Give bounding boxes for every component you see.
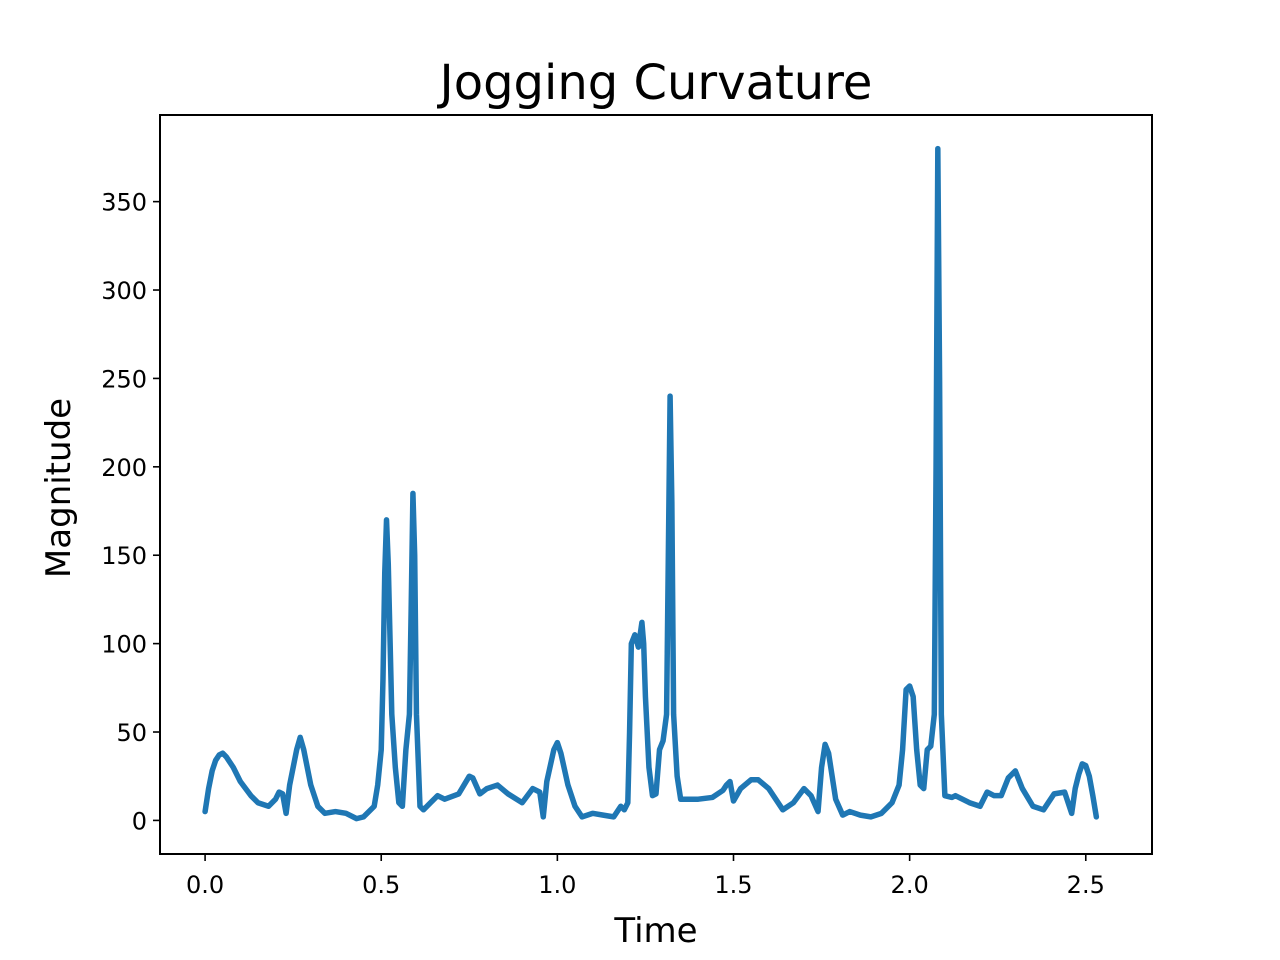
x-tick-label: 1.5 <box>714 871 752 899</box>
x-tick-label: 2.0 <box>891 871 929 899</box>
x-tick-label: 2.5 <box>1067 871 1105 899</box>
x-tick-label: 0.5 <box>362 871 400 899</box>
chart-title: Jogging Curvature <box>437 55 873 111</box>
x-axis-ticks: 0.0 0.5 1.0 1.5 2.0 2.5 <box>186 854 1105 899</box>
x-axis-label: Time <box>613 911 697 951</box>
series-line-curvature <box>202 145 1100 822</box>
y-tick-label: 250 <box>101 365 147 393</box>
plot-frame <box>159 114 1153 855</box>
y-tick-label: 200 <box>101 454 147 482</box>
y-tick-label: 350 <box>101 189 147 217</box>
y-axis-ticks: 0 50 100 150 200 250 300 350 <box>101 189 160 835</box>
y-axis-label: Magnitude <box>39 398 79 578</box>
y-tick-label: 0 <box>132 807 147 835</box>
x-tick-label: 0.0 <box>186 871 224 899</box>
y-tick-label: 300 <box>101 277 147 305</box>
y-tick-label: 100 <box>101 631 147 659</box>
y-tick-label: 50 <box>116 719 147 747</box>
y-tick-label: 150 <box>101 542 147 570</box>
x-tick-label: 1.0 <box>538 871 576 899</box>
series-layer <box>202 145 1100 822</box>
